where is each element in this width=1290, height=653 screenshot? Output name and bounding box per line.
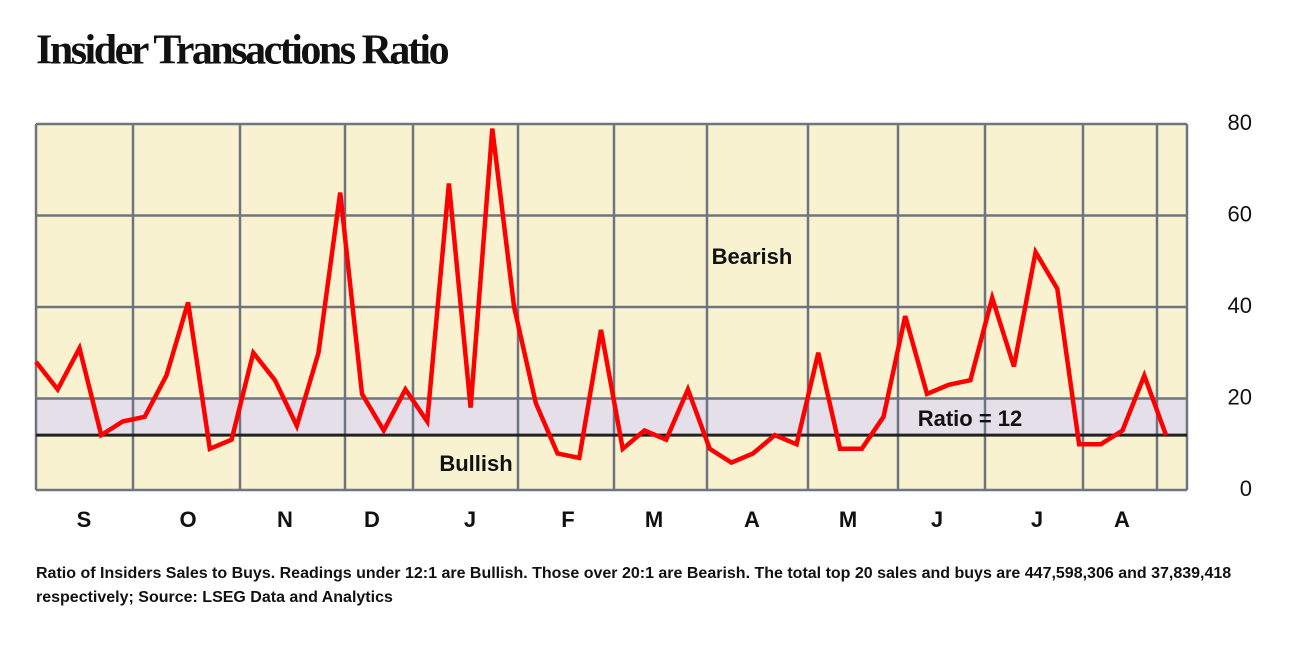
y-tick-label: 0 (1240, 476, 1252, 501)
x-tick-label: O (179, 507, 196, 532)
x-tick-label: S (77, 507, 92, 532)
footnote-box: Ratio of Insiders Sales to Buys. Reading… (36, 565, 1232, 606)
y-tick-label: 20 (1228, 384, 1252, 409)
y-tick-label: 80 (1228, 110, 1252, 135)
shaded-band (36, 398, 1187, 436)
x-tick-label: J (931, 507, 943, 532)
x-tick-label: M (645, 507, 663, 532)
x-tick-label: A (744, 507, 760, 532)
footnote: Ratio of Insiders Sales to Buys. Reading… (36, 565, 1232, 606)
x-tick-label: J (1031, 507, 1043, 532)
chart-title: Insider Transactions Ratio (36, 28, 449, 74)
x-tick-label: J (464, 507, 476, 532)
x-tick-label: D (364, 507, 380, 532)
x-tick-label: A (1114, 507, 1130, 532)
x-tick-label: N (277, 507, 293, 532)
annotation: Ratio = 12 (918, 406, 1023, 431)
y-tick-label: 60 (1228, 201, 1252, 226)
annotation: Bearish (712, 244, 793, 269)
x-tick-label: M (839, 507, 857, 532)
data-line (34, 128, 1169, 466)
x-tick-label: F (561, 507, 574, 532)
y-tick-label: 40 (1228, 293, 1252, 318)
annotation: Bullish (439, 451, 512, 476)
